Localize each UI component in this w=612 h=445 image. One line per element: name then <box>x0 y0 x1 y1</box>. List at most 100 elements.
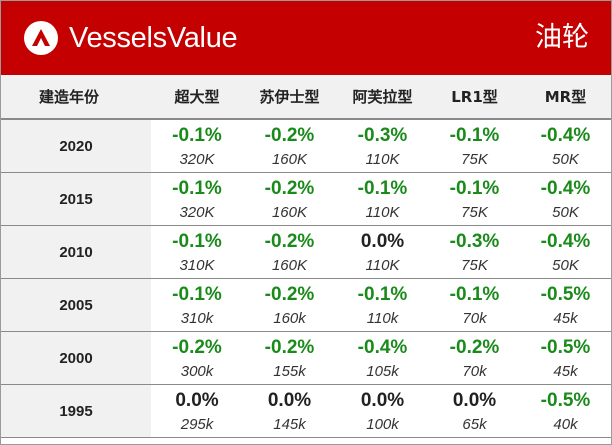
table-row: 2005 -0.1% 310k -0.2% 160k -0.1% 110k -0.1% 70k -… <box>1 278 611 332</box>
percent-change: 0.0% <box>175 389 219 411</box>
percent-change: -0.2% <box>264 124 315 146</box>
value-cell: -0.1% 110k <box>336 278 429 332</box>
value-change-amount: 70k <box>462 309 487 327</box>
value-cell: -0.4% 105k <box>336 331 429 385</box>
value-cell: -0.5% 45k <box>520 278 611 332</box>
value-change-amount: 320K <box>179 150 215 168</box>
percent-change: -0.5% <box>540 389 591 411</box>
table-row: 2015 -0.1% 320K -0.2% 160K -0.1% 110K -0.1% 75K -… <box>1 172 611 226</box>
value-cell: -0.1% 75K <box>429 119 520 173</box>
percent-change: -0.2% <box>264 230 315 252</box>
table-row: 1995 0.0% 295k 0.0% 145k 0.0% 100k 0.0% 65k -0.5%… <box>1 384 611 438</box>
percent-change: -0.3% <box>357 124 408 146</box>
percent-change: -0.1% <box>172 230 222 252</box>
column-header: 苏伊士型 <box>243 75 336 120</box>
value-cell: -0.1% 310k <box>151 278 243 332</box>
percent-change: 0.0% <box>360 230 405 252</box>
percent-change: -0.4% <box>540 124 591 146</box>
value-change-amount: 110K <box>365 203 400 221</box>
value-change-amount: 300k <box>180 362 214 380</box>
value-change-amount: 50K <box>552 203 579 221</box>
percent-change: -0.2% <box>264 336 315 358</box>
value-change-amount: 75K <box>461 256 488 274</box>
build-year-cell: 2005 <box>1 278 151 332</box>
build-year-cell: 1995 <box>1 384 151 438</box>
value-change-amount: 160K <box>271 150 308 168</box>
percent-change: -0.3% <box>449 230 500 252</box>
value-change-amount: 310k <box>180 309 214 327</box>
value-cell: -0.5% 40k <box>520 384 611 438</box>
value-cell: -0.1% 320K <box>151 172 243 226</box>
column-header: 阿芙拉型 <box>336 75 429 120</box>
column-header: MR型 <box>520 75 611 120</box>
table-row: 2000 -0.2% 300k -0.2% 155k -0.4% 105k -0.2% 70k -… <box>1 331 611 385</box>
value-change-amount: 160k <box>273 309 306 327</box>
value-change-amount: 295k <box>180 415 214 433</box>
percent-change: -0.2% <box>264 283 315 305</box>
percent-change: 0.0% <box>452 389 497 411</box>
percent-change: -0.2% <box>172 336 222 358</box>
value-cell: -0.1% 75K <box>429 172 520 226</box>
value-change-amount: 110K <box>365 256 400 274</box>
value-cell: -0.1% 70k <box>429 278 520 332</box>
value-change-amount: 50K <box>552 150 579 168</box>
value-cell: -0.5% 45k <box>520 331 611 385</box>
value-change-amount: 70k <box>462 362 487 380</box>
percent-change: -0.1% <box>449 124 500 146</box>
percent-change: 0.0% <box>267 389 312 411</box>
value-change-amount: 65k <box>462 415 487 433</box>
build-year-cell: 2010 <box>1 225 151 279</box>
percent-change: 0.0% <box>360 389 405 411</box>
percent-change: -0.2% <box>264 177 315 199</box>
value-change-amount: 50K <box>552 256 579 274</box>
build-year-cell: 2020 <box>1 119 151 173</box>
value-cell: -0.1% 110K <box>336 172 429 226</box>
percent-change: -0.1% <box>449 177 500 199</box>
percent-change: -0.5% <box>540 336 591 358</box>
value-cell: -0.2% 300k <box>151 331 243 385</box>
value-cell: -0.2% 155k <box>243 331 336 385</box>
percent-change: -0.1% <box>172 124 222 146</box>
value-change-amount: 75K <box>461 150 488 168</box>
value-cell: -0.4% 50K <box>520 172 611 226</box>
percent-change: -0.4% <box>540 230 591 252</box>
value-cell: -0.2% 160K <box>243 225 336 279</box>
value-change-amount: 75K <box>461 203 488 221</box>
column-header: 超大型 <box>151 75 243 120</box>
value-change-amount: 310K <box>179 256 215 274</box>
table-row: 2020 -0.1% 320K -0.2% 160K -0.3% 110K -0.1% 75K -… <box>1 119 611 173</box>
value-cell: -0.3% 110K <box>336 119 429 173</box>
percent-change: -0.1% <box>172 177 222 199</box>
value-change-amount: 160K <box>271 203 308 221</box>
value-cell: 0.0% 295k <box>151 384 243 438</box>
value-change-amount: 45k <box>553 309 578 327</box>
value-cell: 0.0% 65k <box>429 384 520 438</box>
value-change-amount: 105k <box>366 362 399 380</box>
percent-change: -0.2% <box>449 336 500 358</box>
value-cell: 0.0% 110K <box>336 225 429 279</box>
percent-change: -0.1% <box>357 283 408 305</box>
percent-change: -0.1% <box>449 283 500 305</box>
value-cell: -0.2% 160k <box>243 278 336 332</box>
value-change-amount: 110K <box>365 150 400 168</box>
value-change-amount: 160K <box>271 256 308 274</box>
percent-change: -0.4% <box>357 336 408 358</box>
header-bar: VesselsValue 油轮 <box>1 1 611 75</box>
value-cell: -0.2% 160K <box>243 119 336 173</box>
percent-change: -0.4% <box>540 177 591 199</box>
table-row: 2010 -0.1% 310K -0.2% 160K 0.0% 110K -0.3% 75K -0… <box>1 225 611 279</box>
percent-change: -0.5% <box>540 283 591 305</box>
brand-name: VesselsValue <box>69 22 238 54</box>
value-change-amount: 320K <box>179 203 215 221</box>
value-cell: -0.2% 160K <box>243 172 336 226</box>
percent-change: -0.1% <box>357 177 408 199</box>
table-header-row: 建造年份 超大型 苏伊士型 阿芙拉型 LR1型 MR型 <box>1 75 611 120</box>
value-cell: -0.4% 50K <box>520 119 611 173</box>
value-cell: 0.0% 100k <box>336 384 429 438</box>
value-change-amount: 40k <box>553 415 578 433</box>
value-cell: -0.3% 75K <box>429 225 520 279</box>
value-cell: -0.1% 320K <box>151 119 243 173</box>
value-cell: -0.2% 70k <box>429 331 520 385</box>
value-cell: -0.4% 50K <box>520 225 611 279</box>
